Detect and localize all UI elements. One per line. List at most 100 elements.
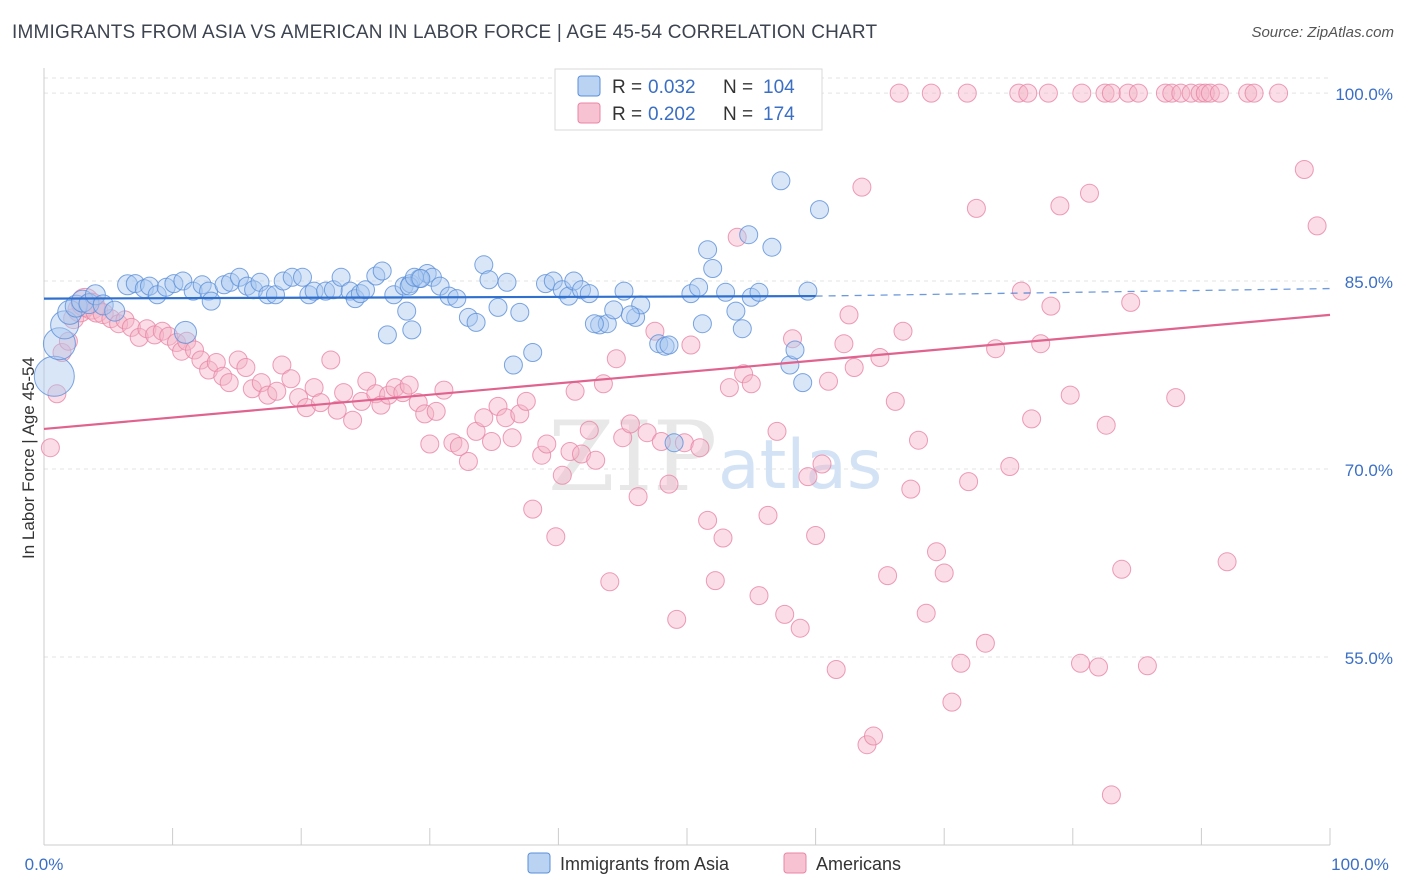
data-point (50, 310, 80, 340)
data-point (1096, 415, 1116, 435)
source-label: Source: ZipAtlas.com (1251, 24, 1394, 41)
legend-r-label-americans: R = (612, 104, 642, 125)
data-point (749, 282, 769, 302)
x-tick-label: 0.0% (25, 855, 64, 874)
data-point (404, 267, 424, 287)
series-immigrants-from-asia (33, 171, 829, 453)
data-point (864, 726, 883, 746)
legend-swatch-americans (577, 102, 601, 124)
data-point (942, 692, 962, 712)
bottom-legend-label-americans: Americans (816, 854, 901, 874)
data-point (356, 280, 375, 300)
data-point (174, 320, 197, 344)
data-point (806, 526, 826, 545)
data-point (458, 452, 478, 471)
bottom-legend-label-asia: Immigrants from Asia (560, 854, 730, 874)
legend-r-label-asia: R = (612, 77, 642, 98)
data-point (185, 340, 204, 360)
data-point (125, 274, 145, 294)
data-point (109, 314, 129, 334)
data-point (399, 375, 419, 395)
data-point (667, 609, 687, 629)
data-point (628, 487, 648, 507)
data-point (1041, 296, 1061, 316)
y-tick-label: 55.0% (1345, 649, 1393, 668)
data-point (664, 433, 684, 453)
data-point (885, 391, 905, 411)
data-point (173, 271, 193, 291)
legend-n-label-americans: N = (723, 104, 753, 125)
data-point (637, 423, 657, 443)
data-point (889, 83, 909, 103)
data-point (523, 343, 543, 362)
data-point (834, 334, 854, 354)
chart-title: IMMIGRANTS FROM ASIA VS AMERICAN IN LABO… (12, 22, 878, 43)
data-point (758, 505, 778, 525)
legend: R = 0.032 N = 104 R = 0.202 N = 174 (554, 68, 823, 131)
data-point (293, 267, 312, 287)
data-point (674, 433, 694, 453)
data-point (434, 380, 454, 400)
data-point (959, 472, 979, 492)
data-point (681, 284, 701, 304)
data-point (1095, 83, 1115, 103)
data-point (1101, 83, 1121, 103)
data-point (606, 349, 626, 369)
data-point (1269, 83, 1289, 103)
data-point (316, 281, 336, 301)
data-point (783, 329, 802, 349)
data-point (732, 319, 752, 339)
data-point (343, 410, 363, 430)
data-point (251, 373, 271, 393)
watermark-zip: ZIP (548, 401, 717, 513)
data-point (267, 381, 287, 401)
data-point (793, 373, 813, 393)
data-point (199, 360, 219, 380)
data-point (426, 401, 446, 421)
data-point (620, 414, 640, 434)
data-point (449, 437, 469, 456)
data-point (377, 325, 397, 345)
data-point (659, 335, 679, 355)
data-point (771, 171, 791, 191)
data-point (909, 430, 928, 450)
data-point (1294, 160, 1314, 179)
data-point (878, 566, 898, 586)
data-point (727, 227, 747, 247)
data-point (237, 276, 257, 296)
data-point (331, 267, 351, 287)
data-point (870, 348, 890, 367)
data-point (502, 428, 522, 448)
data-point (474, 408, 494, 428)
series-legend: Immigrants from Asia Americans (527, 852, 901, 874)
data-point (1050, 196, 1070, 216)
data-point (780, 355, 800, 375)
y-tick-labels: 55.0% 70.0% 85.0% 100.0% (1335, 85, 1393, 668)
data-point (705, 571, 725, 591)
data-point (552, 465, 572, 485)
data-point (798, 281, 818, 301)
data-point (1195, 83, 1215, 103)
data-point (852, 177, 872, 197)
legend-r-value-asia: 0.032 (648, 77, 696, 98)
data-point (372, 261, 392, 281)
data-point (986, 339, 1006, 359)
data-point (258, 285, 278, 305)
data-point (1080, 183, 1099, 203)
data-point (734, 364, 754, 384)
data-point (282, 267, 302, 287)
axes (43, 68, 1331, 846)
data-point (1190, 83, 1210, 103)
data-point (159, 326, 179, 346)
data-point (726, 301, 746, 321)
data-point (47, 384, 67, 404)
data-point (1128, 83, 1148, 103)
bottom-legend-swatch-asia (527, 852, 551, 874)
data-point (420, 434, 440, 454)
data-point (927, 542, 946, 562)
data-point (321, 350, 341, 370)
y-tick-label: 100.0% (1335, 85, 1393, 104)
x-tick-label: 100.0% (1331, 855, 1389, 874)
data-point (296, 398, 316, 418)
data-point (439, 286, 459, 306)
